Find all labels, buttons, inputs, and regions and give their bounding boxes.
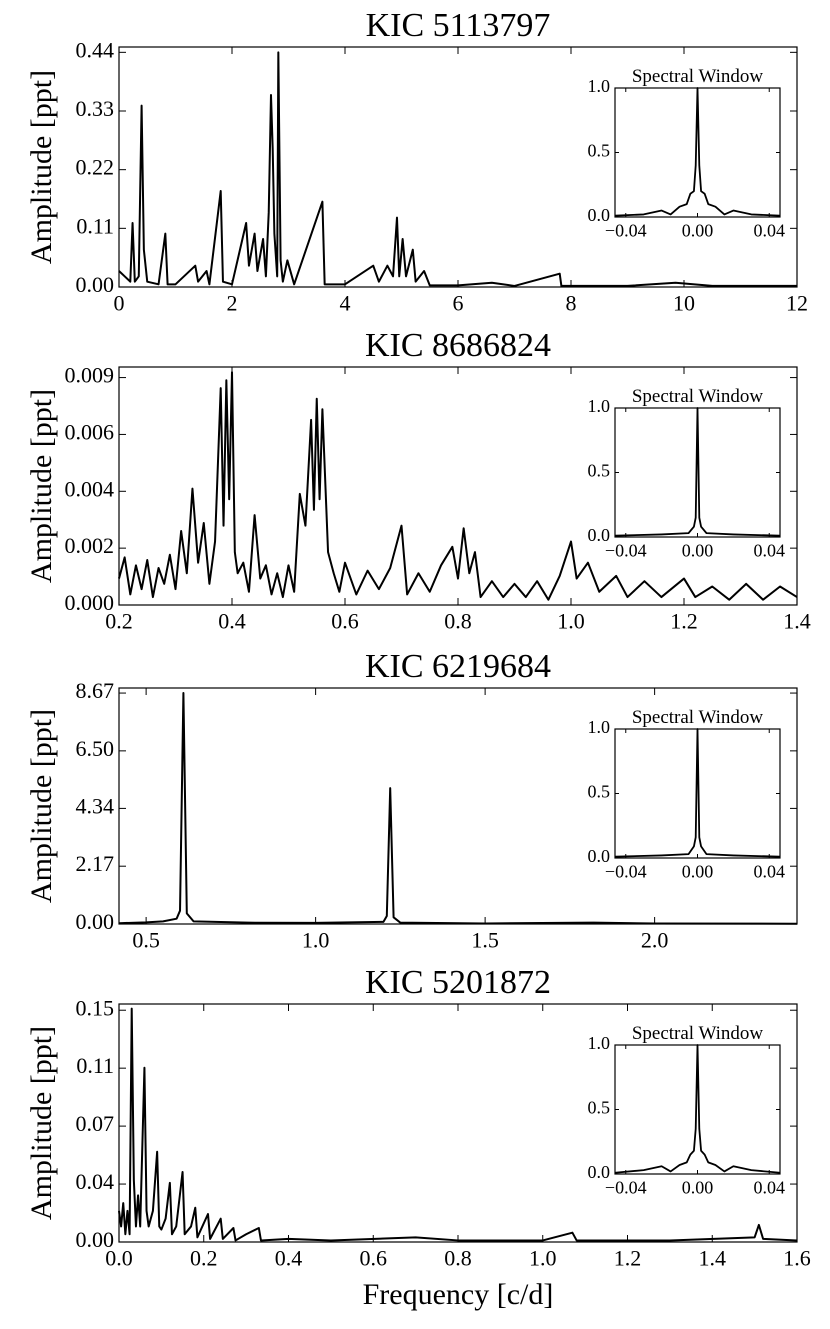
y-axis-label: Amplitude [ppt] xyxy=(25,709,58,903)
x-tick-label: 0.0 xyxy=(105,1246,133,1271)
spectrum-line xyxy=(118,371,798,601)
x-tick-label: 0.8 xyxy=(444,609,472,634)
panel-title: KIC 6219684 xyxy=(365,648,551,685)
inset-title: Spectral Window xyxy=(632,386,764,407)
y-tick-label: 0.22 xyxy=(76,155,115,180)
x-tick-label: 1.4 xyxy=(699,1246,727,1271)
y-tick-label: 0.0 xyxy=(588,525,611,545)
x-tick-label: 1.0 xyxy=(529,1246,557,1271)
x-tick-label: 2.0 xyxy=(641,928,669,953)
y-tick-label: 0.15 xyxy=(76,995,115,1020)
x-tick-label: 1.4 xyxy=(783,609,811,634)
y-tick-label: 0.5 xyxy=(588,1098,611,1118)
y-tick-label: 0.0 xyxy=(588,205,611,225)
y-tick-label: 0.44 xyxy=(76,37,115,62)
x-tick-label: 0.00 xyxy=(682,1177,714,1197)
y-tick-label: 1.0 xyxy=(588,396,611,416)
y-tick-label: 1.0 xyxy=(588,76,611,96)
x-tick-label: 0.8 xyxy=(444,1246,472,1271)
spectrum-line xyxy=(118,51,797,287)
x-tick-label: 0.5 xyxy=(132,928,160,953)
y-tick-label: 0.11 xyxy=(76,213,114,238)
y-axis-label: Amplitude [ppt] xyxy=(25,1026,58,1220)
y-tick-label: 0.00 xyxy=(76,272,115,297)
x-tick-label: 8 xyxy=(566,291,577,316)
x-tick-label: 0.04 xyxy=(753,1177,785,1197)
y-tick-label: 0.002 xyxy=(65,533,115,558)
x-tick-label: 1.2 xyxy=(670,609,698,634)
x-tick-label: 4 xyxy=(340,291,351,316)
y-axis-label: Amplitude [ppt] xyxy=(25,389,58,583)
y-tick-label: 0.33 xyxy=(76,96,115,121)
x-tick-label: 1.6 xyxy=(783,1246,811,1271)
x-tick-label: 0.04 xyxy=(753,540,785,560)
panel-title: KIC 5201872 xyxy=(365,964,551,1001)
x-tick-label: 6 xyxy=(453,291,464,316)
y-tick-label: 0.009 xyxy=(65,363,115,388)
x-tick-label: 1.2 xyxy=(614,1246,642,1271)
y-tick-label: 0.004 xyxy=(65,476,115,501)
y-axis-label: Amplitude [ppt] xyxy=(25,70,58,264)
y-tick-label: 0.5 xyxy=(588,782,611,802)
x-tick-label: 10 xyxy=(673,291,695,316)
x-tick-label: 1.5 xyxy=(471,928,499,953)
x-tick-label: 0.4 xyxy=(275,1246,303,1271)
y-tick-label: 0.006 xyxy=(65,419,115,444)
inset-title: Spectral Window xyxy=(632,1023,764,1044)
x-tick-label: 2 xyxy=(227,291,238,316)
x-tick-label: 0.2 xyxy=(190,1246,218,1271)
inset-title: Spectral Window xyxy=(632,707,764,728)
x-axis-label: Frequency [c/d] xyxy=(363,1278,554,1311)
x-tick-label: 1.0 xyxy=(302,928,330,953)
x-tick-label: 1.0 xyxy=(557,609,585,634)
y-tick-label: 4.34 xyxy=(76,793,115,818)
y-tick-label: 0.0 xyxy=(588,846,611,866)
x-tick-label: 0.00 xyxy=(682,220,714,240)
y-tick-label: 0.00 xyxy=(76,909,115,934)
x-tick-label: −0.04 xyxy=(605,540,647,560)
y-tick-label: 0.00 xyxy=(76,1227,115,1252)
y-tick-label: 0.07 xyxy=(76,1111,115,1136)
y-tick-label: 2.17 xyxy=(76,851,115,876)
x-tick-label: 0.4 xyxy=(218,609,246,634)
y-tick-label: 0.04 xyxy=(76,1169,115,1194)
x-tick-label: −0.04 xyxy=(605,861,647,881)
spectrum-line xyxy=(118,1007,798,1242)
x-tick-label: 0.04 xyxy=(753,220,785,240)
y-tick-label: 1.0 xyxy=(588,717,611,737)
x-tick-label: 12 xyxy=(786,291,808,316)
inset-title: Spectral Window xyxy=(632,66,764,87)
y-tick-label: 1.0 xyxy=(588,1033,611,1053)
panel-title: KIC 5113797 xyxy=(366,7,551,44)
y-tick-label: 0.11 xyxy=(76,1053,114,1078)
y-tick-label: 0.000 xyxy=(65,590,115,615)
x-tick-label: −0.04 xyxy=(605,1177,647,1197)
y-tick-label: 6.50 xyxy=(76,736,115,761)
x-tick-label: 0.2 xyxy=(105,609,133,634)
panel-title: KIC 8686824 xyxy=(365,327,551,364)
x-tick-label: 0.6 xyxy=(360,1246,388,1271)
x-tick-label: 0 xyxy=(114,291,125,316)
y-tick-label: 0.5 xyxy=(588,461,611,481)
x-tick-label: 0.04 xyxy=(753,861,785,881)
y-tick-label: 0.5 xyxy=(588,141,611,161)
x-tick-label: −0.04 xyxy=(605,220,647,240)
x-tick-label: 0.6 xyxy=(331,609,359,634)
y-tick-label: 8.67 xyxy=(76,678,115,703)
x-tick-label: 0.00 xyxy=(682,861,714,881)
x-tick-label: 0.00 xyxy=(682,540,714,560)
y-tick-label: 0.0 xyxy=(588,1162,611,1182)
